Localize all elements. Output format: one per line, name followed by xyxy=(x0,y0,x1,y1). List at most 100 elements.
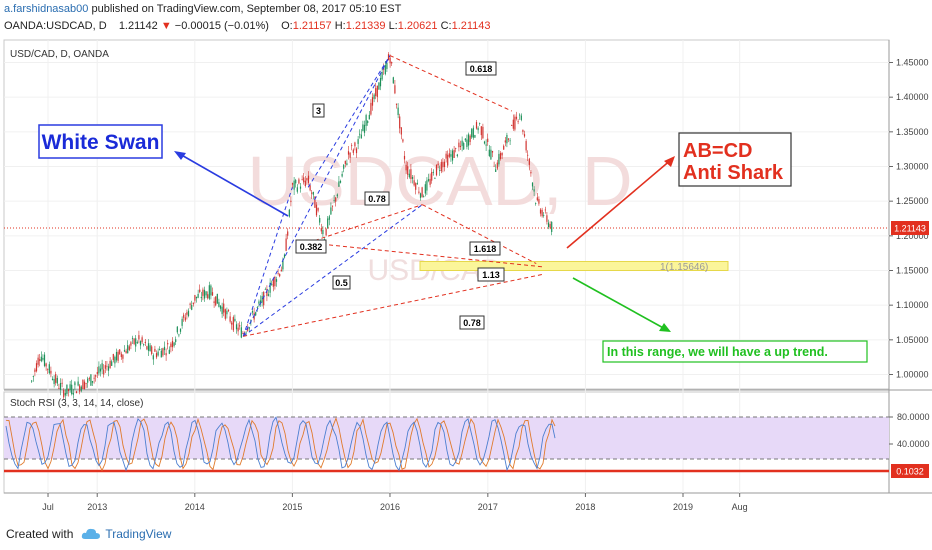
candle-body xyxy=(229,316,231,322)
candle-body xyxy=(528,158,530,165)
close-label: C: xyxy=(440,20,452,32)
candle-body xyxy=(503,145,505,150)
price-tick-label: 1.20000 xyxy=(896,231,929,241)
candle-body xyxy=(381,72,383,80)
candle-body xyxy=(344,160,346,164)
candle-body xyxy=(247,327,249,331)
candle-body xyxy=(119,349,121,354)
candle-body xyxy=(79,385,81,392)
low-label: L: xyxy=(388,20,398,32)
candle-body xyxy=(456,154,458,157)
time-tick-label: 2013 xyxy=(87,502,107,512)
candle-body xyxy=(448,153,450,157)
candle-body xyxy=(328,216,330,220)
pattern-lines[interactable] xyxy=(242,55,545,337)
fib-label: 0.382 xyxy=(300,242,323,252)
candle-body xyxy=(42,357,44,360)
candle-body xyxy=(69,384,71,391)
range-note-box[interactable] xyxy=(602,340,868,363)
blue-pattern-line xyxy=(242,55,391,337)
candle-body xyxy=(45,363,47,367)
candle-body xyxy=(519,114,521,116)
candle-body xyxy=(202,289,204,296)
candle-body xyxy=(99,368,102,372)
time-tick-label: 2017 xyxy=(478,502,498,512)
blue-pattern-line xyxy=(242,187,293,337)
candle-body xyxy=(210,285,212,296)
candle-body xyxy=(517,121,519,123)
candle-body xyxy=(387,54,390,61)
fib-label-box xyxy=(465,61,497,76)
candle-body xyxy=(167,342,169,345)
fib-label-box xyxy=(469,241,501,256)
tradingview-brand[interactable]: TradingView xyxy=(105,527,172,541)
candle-body xyxy=(248,327,250,329)
red-pattern-line xyxy=(243,273,545,337)
candle-body xyxy=(32,375,34,377)
red-pattern-line xyxy=(422,204,537,265)
candle-body xyxy=(471,129,473,138)
candle-body xyxy=(511,125,513,126)
candle-body xyxy=(533,189,535,192)
candles[interactable] xyxy=(31,52,553,400)
candle-body xyxy=(389,57,391,64)
rsi-last-badge xyxy=(891,464,929,478)
candle-body xyxy=(58,387,60,389)
footer: Created with TradingView xyxy=(6,527,171,541)
published-text: published on TradingView.com, September … xyxy=(91,3,402,15)
candle-body xyxy=(373,94,375,99)
candle-body xyxy=(451,150,454,161)
candle-body xyxy=(447,154,449,166)
candle-body xyxy=(146,346,148,350)
candle-body xyxy=(122,354,124,359)
candle-body xyxy=(181,318,183,326)
candle-body xyxy=(418,191,420,193)
candle-body xyxy=(83,381,86,390)
candle-body xyxy=(178,334,180,336)
candle-body xyxy=(434,178,436,180)
candle-body xyxy=(363,124,366,133)
candle-body xyxy=(515,116,518,119)
fib-label: 0.618 xyxy=(470,64,493,74)
candle-body xyxy=(55,374,57,383)
candle-body xyxy=(50,370,52,374)
candle-body xyxy=(109,360,111,368)
author-link[interactable]: a.farshidnasab00 xyxy=(4,3,89,15)
candle-body xyxy=(211,292,214,296)
candle-body xyxy=(263,291,265,306)
candle-body xyxy=(423,196,425,198)
candle-body xyxy=(504,140,506,143)
abcd-box[interactable] xyxy=(678,132,792,187)
candle-body xyxy=(432,171,434,173)
candle-body xyxy=(453,150,455,158)
price-axis[interactable]: 1.45000 1.40000 1.35000 1.30000 1.25000 1.200… xyxy=(889,58,929,380)
candle-body xyxy=(133,338,135,344)
candle-body xyxy=(157,351,159,356)
candle-body xyxy=(80,386,82,391)
candle-body xyxy=(427,179,430,181)
candle-body xyxy=(87,378,89,383)
candle-body xyxy=(159,348,161,351)
candle-body xyxy=(491,150,494,153)
candle-body xyxy=(66,384,68,395)
candle-body xyxy=(315,204,318,216)
white-swan-box[interactable] xyxy=(38,124,163,159)
candle-body xyxy=(378,82,380,90)
candle-body xyxy=(450,154,452,157)
candle-body xyxy=(343,164,345,169)
blue-pattern-line xyxy=(242,204,423,337)
candle-body xyxy=(184,317,186,321)
candle-body xyxy=(239,325,241,327)
candle-body xyxy=(333,200,335,201)
candle-body xyxy=(475,122,478,129)
candle-body xyxy=(459,145,462,147)
target-zone[interactable] xyxy=(419,260,729,271)
candle-body xyxy=(245,332,247,334)
arrow-head-icon xyxy=(174,151,186,160)
candle-body xyxy=(371,97,374,106)
last-price: 1.21142 xyxy=(118,20,158,32)
time-axis[interactable]: Jul 2013 2014 2015 2016 2017 2018 2019 Aug xyxy=(42,493,748,512)
fib-label-box xyxy=(312,103,325,118)
candle-body xyxy=(402,139,404,142)
